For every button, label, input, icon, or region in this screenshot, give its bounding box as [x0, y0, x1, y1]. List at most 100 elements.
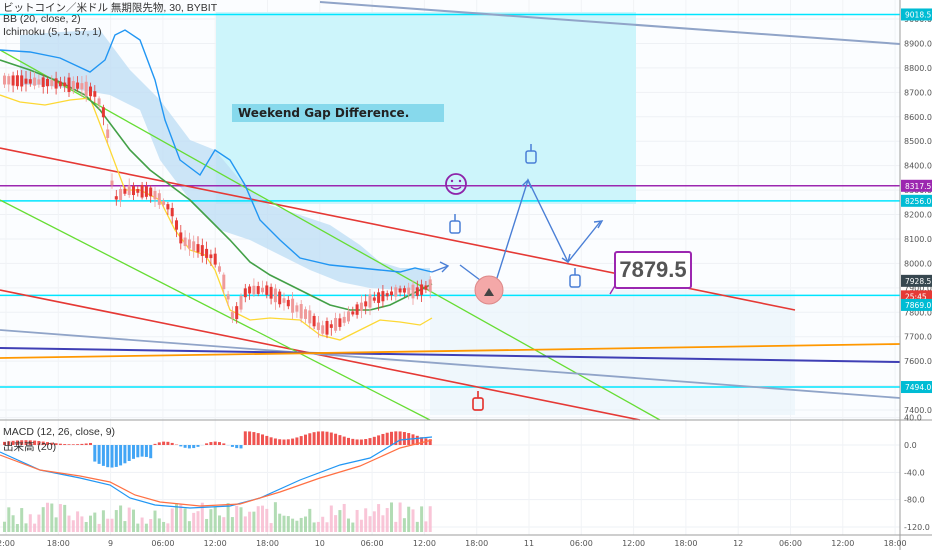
macd-histogram-bar [368, 438, 372, 445]
x-tick-label: 10 [315, 539, 325, 548]
macd-histogram-bar [209, 442, 213, 445]
volume-bar [144, 523, 148, 532]
legend-bb[interactable]: BB (20, close, 2) [3, 13, 81, 25]
candle-body [106, 129, 110, 138]
macd-histogram-bar [136, 445, 140, 458]
volume-bar [420, 506, 424, 532]
volume-bar [278, 513, 282, 532]
volume-bar [54, 517, 58, 532]
macd-histogram-bar [230, 445, 234, 447]
volume-bar [20, 508, 24, 532]
x-tick-label: 18:00 [47, 539, 70, 548]
macd-histogram-bar [179, 445, 183, 447]
bb-lower-band [0, 94, 433, 341]
volume-bar [7, 507, 11, 532]
macd-y-tick-label: -80.0 [904, 496, 925, 505]
candle-body [282, 298, 286, 303]
y-tick-label: 7900.0 [904, 284, 932, 293]
x-tick-label: 11 [524, 539, 534, 548]
macd-histogram-bar [355, 439, 359, 445]
candle-body [11, 75, 15, 86]
volume-bar [321, 516, 325, 532]
volume-bar [347, 518, 350, 532]
macd-y-tick-label: -120.0 [904, 523, 930, 532]
volume-bar [76, 511, 80, 532]
legend-symbol[interactable]: ビットコイン／米ドル 無期限先物, 30, BYBIT [3, 2, 218, 14]
weekend-gap-label[interactable]: Weekend Gap Difference. [232, 104, 444, 122]
green-channel-lower [0, 199, 431, 421]
macd-histogram-bar [127, 445, 131, 461]
macd-histogram-bar [428, 439, 432, 445]
price-badge [901, 179, 932, 192]
macd-histogram-bar [295, 437, 299, 445]
volume-bar [3, 521, 6, 532]
target-price-callout[interactable]: 7879.5 [614, 251, 692, 289]
candle-body [312, 315, 316, 327]
volume-bar [355, 509, 359, 532]
volume-bar [411, 509, 415, 532]
volume-bar [114, 510, 118, 532]
y-tick-label: 8700.0 [904, 88, 932, 97]
candle-body [286, 299, 290, 307]
macd-histogram-bar [342, 436, 346, 445]
signal-line [0, 439, 433, 507]
volume-bar [372, 511, 376, 532]
candle-body [175, 220, 178, 230]
smiley-icon [445, 173, 467, 195]
y-tick-label: 8900.0 [904, 39, 932, 48]
macd-histogram-bar [381, 433, 385, 445]
macd-histogram-bar [261, 434, 264, 445]
candle-body [157, 193, 161, 205]
price-badge-label: 7869.0 [905, 301, 931, 310]
volume-bar [28, 514, 32, 532]
candle-body [424, 285, 428, 290]
legend-ichimoku[interactable]: Ichimoku (5, 1, 57, 1) [3, 26, 102, 38]
macd-histogram-bar [385, 432, 389, 445]
volume-bar [364, 508, 368, 532]
macd-histogram-bar [84, 443, 88, 445]
macd-histogram-bar [286, 439, 290, 445]
macd-histogram-bar [192, 445, 196, 449]
volume-bar [187, 521, 191, 532]
volume-bar [308, 508, 312, 532]
macd-histogram-bar [312, 432, 316, 445]
macd-histogram-bar [37, 441, 41, 445]
volume-bar [166, 523, 170, 532]
candle-body [398, 288, 402, 293]
price-badge [901, 298, 932, 311]
candle-body [390, 291, 393, 296]
projection-path [489, 178, 601, 301]
candle-body [252, 285, 256, 295]
volume-bar [312, 522, 316, 532]
candle-body [226, 294, 230, 300]
candle-body [54, 78, 58, 89]
y-tick-label: 8800.0 [904, 64, 932, 73]
price-badge-label: 25:45 [905, 292, 927, 301]
projection-arrow [431, 265, 449, 273]
volume-bar [84, 521, 88, 532]
x-tick-label: 18:00 [674, 539, 697, 548]
legend-macd[interactable]: MACD (12, 26, close, 9) [3, 426, 116, 438]
macd-histogram-bar [162, 441, 166, 445]
candle-body [46, 78, 49, 87]
candle-body [256, 286, 260, 294]
volume-bar [252, 511, 256, 532]
volume-bar [338, 510, 342, 532]
volume-bar [58, 504, 62, 532]
macd-histogram-bar [316, 431, 320, 445]
macd-histogram-bar [415, 435, 419, 445]
macd-histogram-bar [351, 438, 355, 445]
candle-body [76, 82, 80, 89]
candle-body [269, 286, 273, 299]
x-tick-label: 18:00 [256, 539, 279, 548]
legend-volume[interactable]: 出来高 (20) [3, 441, 57, 453]
macd-histogram-bar [114, 445, 118, 467]
macd-histogram-bar [265, 435, 269, 445]
macd-histogram-bar [222, 443, 226, 445]
candle-body [110, 180, 114, 186]
volume-bar [377, 504, 381, 532]
macd-histogram-bar [97, 445, 101, 464]
volume-bar [136, 523, 140, 532]
macd-histogram-bar [252, 432, 256, 445]
